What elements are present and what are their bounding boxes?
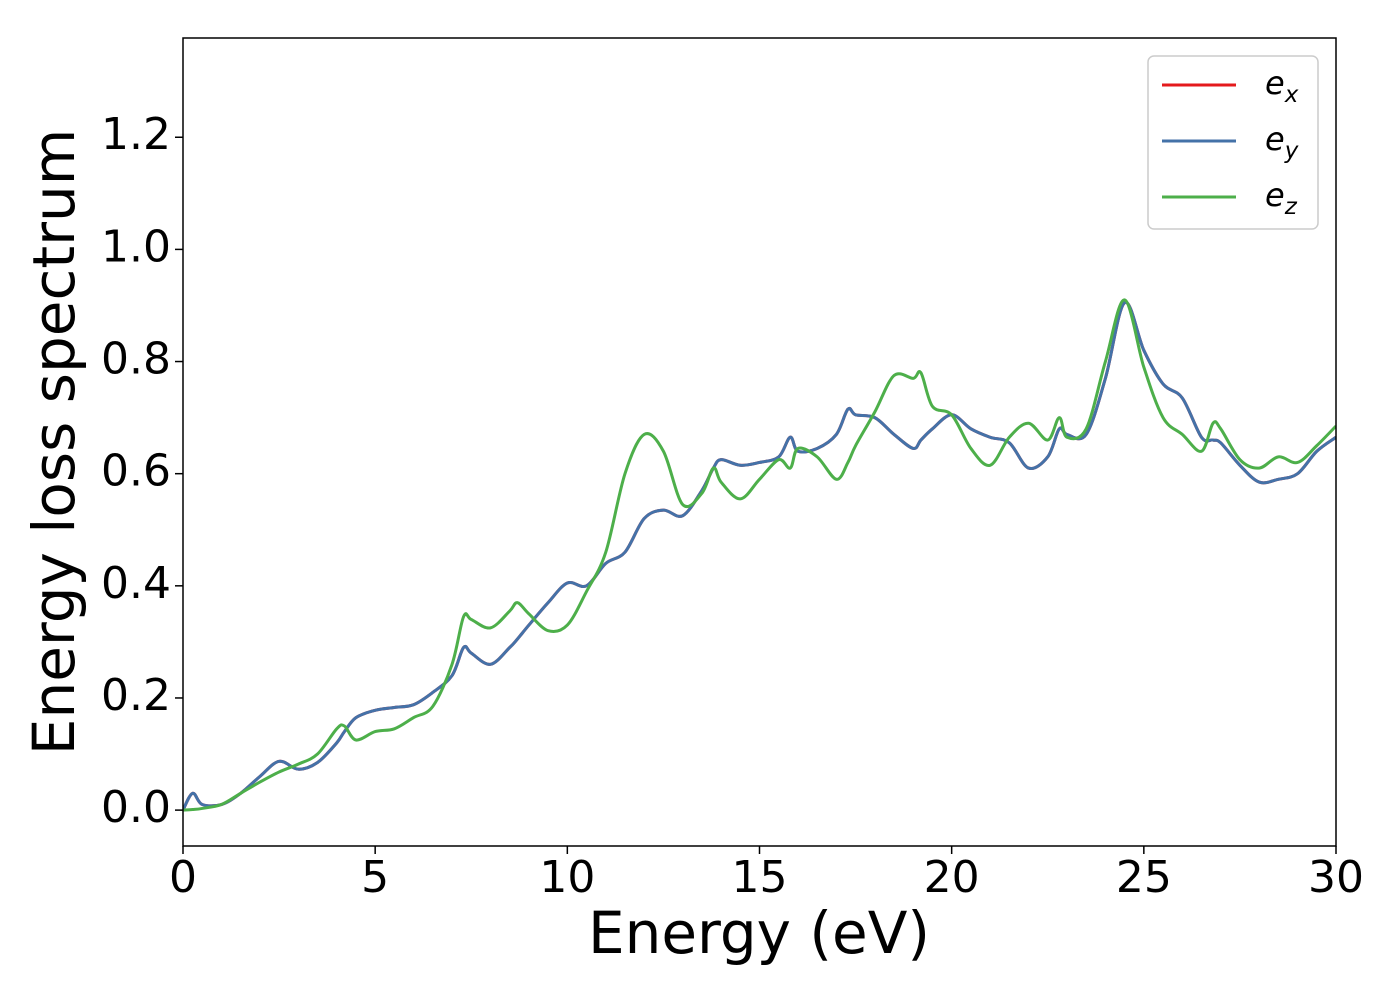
y-tick-label: 0.8 <box>101 334 171 385</box>
legend-label: ez <box>1265 176 1298 220</box>
legend-label: ex <box>1265 64 1299 108</box>
series-line <box>183 301 1336 811</box>
legend-label: ey <box>1265 120 1299 164</box>
x-tick-label: 5 <box>361 852 389 903</box>
y-tick-label: 0.2 <box>101 670 171 721</box>
y-tick-label: 0.6 <box>101 446 171 497</box>
y-tick-label: 0.0 <box>101 782 171 833</box>
x-tick-label: 25 <box>1116 852 1172 903</box>
x-axis-label: Energy (eV) <box>588 899 930 967</box>
x-tick-label: 20 <box>924 852 980 903</box>
x-tick-label: 15 <box>732 852 788 903</box>
x-tick-label: 30 <box>1308 852 1364 903</box>
y-tick-label: 1.2 <box>101 109 171 160</box>
x-tick-label: 10 <box>539 852 595 903</box>
series-line <box>183 301 1336 811</box>
plot-frame <box>182 37 1337 847</box>
y-tick-label: 1.0 <box>101 221 171 272</box>
y-tick-label: 0.4 <box>101 558 171 609</box>
y-axis-label: Energy loss spectrum <box>20 129 88 755</box>
series-line <box>183 298 1336 812</box>
x-tick-label: 0 <box>169 852 197 903</box>
